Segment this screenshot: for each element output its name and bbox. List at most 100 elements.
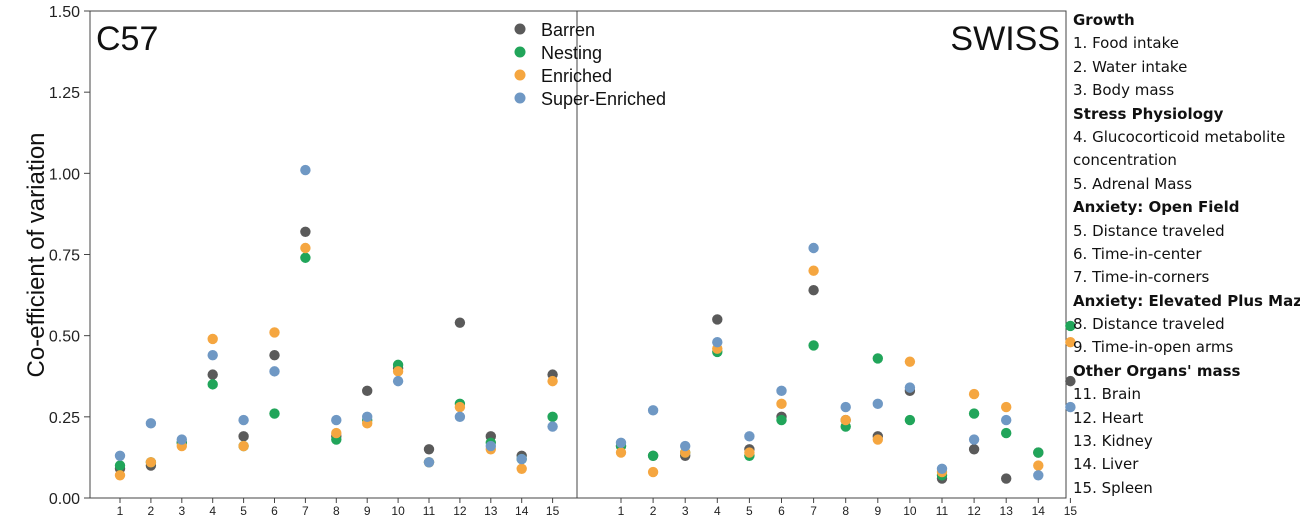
data-point <box>680 440 691 452</box>
x-tick-label: 10 <box>391 504 405 518</box>
panel-title-swiss: SWISS <box>950 20 1060 58</box>
data-point <box>840 414 851 426</box>
x-tick-label: 6 <box>778 504 785 518</box>
x-tick-label: 6 <box>271 504 278 518</box>
y-tick-label: 1.00 <box>49 166 80 183</box>
legend-entry: 9. Time-in-open arms <box>1073 338 1234 357</box>
x-tick-label: 3 <box>178 504 185 518</box>
legend-heading: Anxiety: Elevated Plus Maze <box>1073 291 1300 310</box>
data-point <box>808 340 819 351</box>
data-point <box>776 385 787 397</box>
x-tick-label: 14 <box>515 504 529 518</box>
data-point <box>1033 470 1044 481</box>
legend-entry: concentration <box>1073 151 1177 170</box>
x-tick-label: 2 <box>650 504 657 518</box>
legend-entry: 14. Liver <box>1073 455 1139 474</box>
legend-entry: 6. Time-in-center <box>1073 244 1202 263</box>
data-point <box>423 444 435 455</box>
data-point <box>207 349 218 361</box>
data-point <box>547 411 558 423</box>
y-tick-label: 1.25 <box>49 85 80 102</box>
data-point <box>454 411 466 423</box>
legend: Barren Nesting Enriched Super-Enriched <box>514 20 666 109</box>
legend-marker <box>514 92 526 104</box>
data-points <box>114 164 1076 484</box>
data-point <box>840 401 851 413</box>
data-point <box>904 382 916 393</box>
data-point <box>647 405 659 416</box>
x-tick-label: 15 <box>546 504 560 518</box>
data-point <box>516 463 527 474</box>
data-point <box>1001 401 1012 413</box>
legend-entry: 2. Water intake <box>1073 57 1188 76</box>
data-point <box>712 336 723 348</box>
data-point <box>968 408 980 419</box>
data-point <box>423 457 435 468</box>
y-axis: 0.00 0.25 0.50 0.75 1.00 1.25 1.50 <box>49 4 90 508</box>
data-point <box>1033 460 1044 471</box>
x-tick-label: 1 <box>618 504 625 518</box>
legend-marker <box>514 46 526 58</box>
data-point <box>808 285 819 296</box>
legend-entry: 1. Food intake <box>1073 34 1179 53</box>
data-point <box>176 434 187 445</box>
data-point <box>936 463 948 474</box>
legend-heading: Anxiety: Open Field <box>1073 198 1240 217</box>
data-point <box>145 457 157 468</box>
x-tick-label: 2 <box>148 504 155 518</box>
legend-label: Nesting <box>541 43 602 63</box>
x-tick-label: 12 <box>453 504 467 518</box>
data-point <box>647 466 659 478</box>
legend-entry: 11. Brain <box>1073 385 1141 404</box>
data-point <box>1001 473 1012 484</box>
data-point <box>300 226 311 237</box>
data-point <box>269 366 280 377</box>
data-point <box>904 414 916 426</box>
data-point <box>712 314 723 325</box>
x-tick-label: 11 <box>936 504 949 518</box>
data-point <box>331 414 342 426</box>
data-point <box>744 447 755 458</box>
data-point <box>904 356 916 367</box>
data-point <box>362 385 373 397</box>
data-point <box>872 398 883 410</box>
data-point <box>454 401 466 413</box>
legend-heading: Growth <box>1073 11 1135 29</box>
data-point <box>1065 401 1076 413</box>
legend-entry: 8. Distance traveled <box>1073 315 1225 334</box>
legend-label: Enriched <box>541 66 612 86</box>
data-point <box>485 440 496 452</box>
data-point <box>872 353 883 364</box>
variable-legend: Growth 1. Food intake 2. Water intake 3. Bo… <box>1073 9 1300 500</box>
data-point <box>547 421 558 432</box>
legend-entry: 7. Time-in-corners <box>1073 268 1210 287</box>
data-point <box>776 414 787 426</box>
data-point <box>207 369 218 380</box>
legend-heading: Stress Physiology <box>1073 104 1224 123</box>
panel-title-c57: C57 <box>96 20 158 58</box>
data-point <box>238 414 249 426</box>
data-point <box>238 440 249 452</box>
data-point <box>454 317 466 328</box>
x-tick-label: 5 <box>746 504 753 518</box>
data-point <box>207 333 218 345</box>
data-point <box>300 242 311 254</box>
data-point <box>207 379 218 390</box>
data-point <box>300 164 311 176</box>
data-point <box>516 453 527 465</box>
x-tick-label: 10 <box>903 504 917 518</box>
x-axes: 1 2 3 4 5 6 7 8 9 10 11 12 13 14 15 1 2 3 4 5 6 7 8 9 10 11 12 13 14… <box>117 498 1077 518</box>
x-tick-label: 4 <box>714 504 721 518</box>
legend-marker <box>514 69 526 81</box>
data-point <box>968 444 980 455</box>
legend-entry: 12. Heart <box>1073 408 1144 427</box>
x-tick-label: 12 <box>967 504 981 518</box>
data-point <box>647 450 659 461</box>
legend-entry: 3. Body mass <box>1073 81 1175 100</box>
legend-label: Super-Enriched <box>541 89 666 109</box>
legend-label: Barren <box>541 20 595 40</box>
y-tick-label: 0.00 <box>49 491 80 508</box>
data-point <box>1065 336 1076 348</box>
x-tick-label: 5 <box>240 504 247 518</box>
